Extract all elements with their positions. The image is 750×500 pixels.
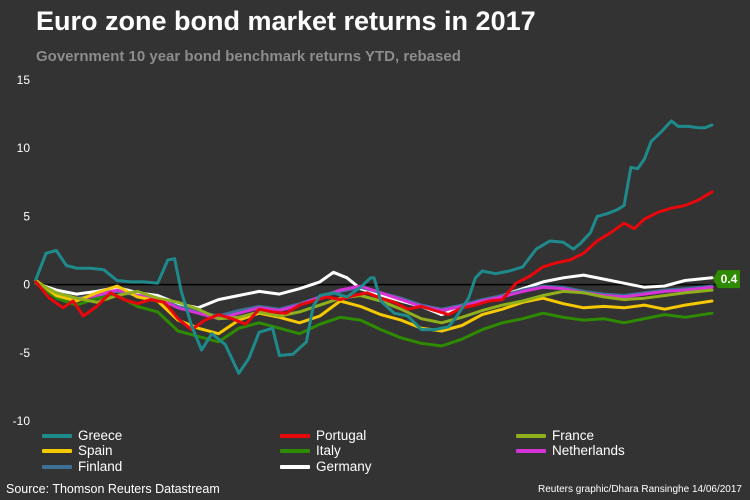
- legend-item-italy: Italy: [280, 443, 341, 458]
- series-line-germany: [34, 270, 714, 317]
- legend-item-spain: Spain: [42, 443, 113, 458]
- end-value-label: 0.4: [713, 270, 740, 289]
- legend-label: Spain: [78, 443, 113, 458]
- legend-item-germany: Germany: [280, 459, 372, 474]
- legend-item-netherlands: Netherlands: [516, 443, 625, 458]
- y-tick-label: -5: [19, 346, 30, 360]
- legend-swatch: [42, 448, 72, 453]
- series-line-portugal: [34, 190, 714, 332]
- legend-swatch: [280, 448, 310, 453]
- legend-label: Italy: [316, 443, 341, 458]
- credit-note: Reuters graphic/Dhara Ransinghe 14/06/20…: [537, 484, 742, 495]
- legend-swatch: [280, 433, 310, 438]
- y-tick-label: -10: [13, 414, 31, 428]
- legend-swatch: [42, 464, 72, 469]
- series-line-france: [34, 280, 714, 325]
- legend-swatch: [42, 433, 72, 438]
- legend-label: Germany: [316, 459, 372, 474]
- series-line-spain: [34, 279, 714, 336]
- legend-label: Greece: [78, 428, 123, 443]
- legend-swatch: [516, 448, 546, 453]
- series-line-italy: [34, 281, 714, 348]
- legend-item-portugal: Portugal: [280, 428, 366, 443]
- chart-title: Euro zone bond market returns in 2017: [36, 6, 536, 36]
- y-tick-label: 15: [17, 73, 31, 87]
- chart-subtitle: Government 10 year bond benchmark return…: [36, 48, 461, 65]
- legend-item-finland: Finland: [42, 459, 122, 474]
- y-tick-label: 5: [23, 209, 30, 223]
- legend-swatch: [516, 433, 546, 438]
- legend-item-greece: Greece: [42, 428, 122, 443]
- y-tick-label: 0: [23, 278, 30, 292]
- svg-text:0.4: 0.4: [721, 272, 738, 286]
- chart-legend: Greece Portugal France Spain Italy Netherland…: [42, 428, 732, 476]
- legend-swatch: [280, 464, 310, 469]
- source-note: Source: Thomson Reuters Datastream: [6, 482, 220, 496]
- series-line-greece: [34, 119, 714, 375]
- legend-label: Portugal: [316, 428, 367, 443]
- legend-label: France: [552, 428, 595, 443]
- y-tick-label: 10: [17, 141, 31, 155]
- legend-label: Netherlands: [552, 443, 625, 458]
- legend-label: Finland: [78, 459, 123, 474]
- legend-item-france: France: [516, 428, 594, 443]
